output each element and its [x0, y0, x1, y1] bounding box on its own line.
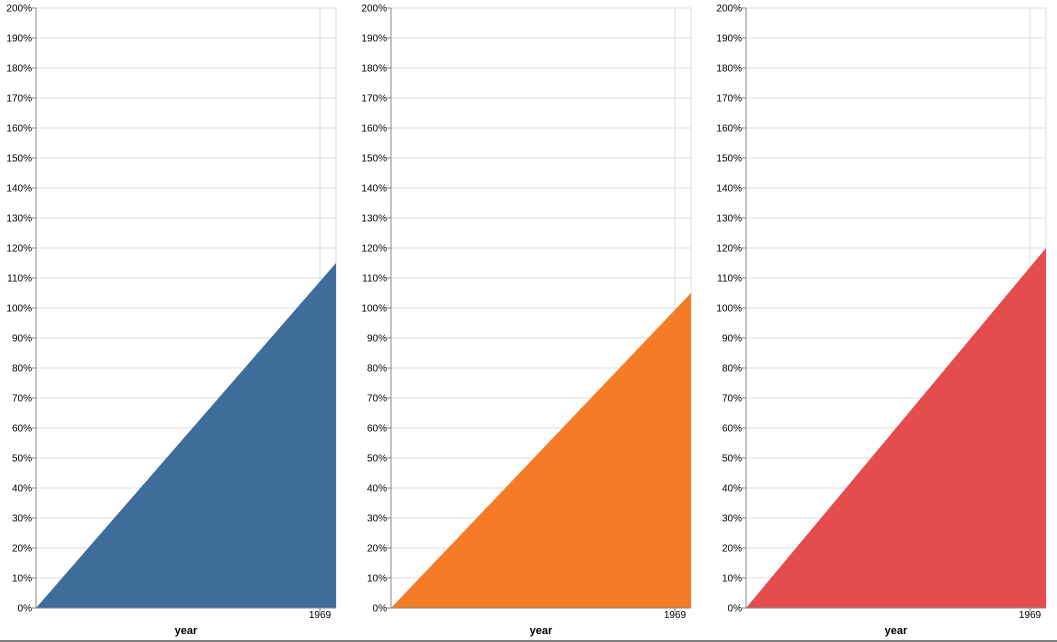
y-tick-label: 100%	[6, 304, 32, 315]
area-series-mark	[391, 293, 691, 608]
y-tick-label: 70%	[367, 394, 387, 405]
x-tick-label: 1969	[1019, 610, 1042, 621]
y-tick-label: 190%	[361, 34, 387, 45]
y-tick-label: 70%	[12, 394, 32, 405]
y-tick-label: 90%	[367, 334, 387, 345]
y-tick-label: 20%	[722, 544, 742, 555]
y-tick-label: 0%	[373, 604, 388, 615]
y-tick-label: 0%	[728, 604, 743, 615]
y-tick-label: 60%	[367, 424, 387, 435]
y-tick-label: 140%	[361, 184, 387, 195]
y-tick-label: 100%	[716, 304, 742, 315]
y-tick-label: 130%	[716, 214, 742, 225]
y-tick-label: 80%	[722, 364, 742, 375]
y-tick-label: 20%	[367, 544, 387, 555]
y-tick-label: 40%	[722, 484, 742, 495]
y-tick-label: 170%	[361, 94, 387, 105]
y-tick-label: 10%	[367, 574, 387, 585]
y-tick-label: 40%	[367, 484, 387, 495]
y-tick-label: 140%	[6, 184, 32, 195]
y-tick-label: 180%	[716, 64, 742, 75]
y-tick-label: 60%	[722, 424, 742, 435]
y-tick-label: 40%	[12, 484, 32, 495]
y-tick-label: 50%	[722, 454, 742, 465]
y-tick-label: 30%	[12, 514, 32, 525]
y-tick-label: 160%	[361, 124, 387, 135]
y-tick-label: 150%	[716, 154, 742, 165]
x-tick-label: 1969	[309, 610, 332, 621]
y-tick-label: 10%	[12, 574, 32, 585]
y-tick-label: 200%	[716, 4, 742, 15]
y-tick-label: 120%	[361, 244, 387, 255]
y-tick-label: 120%	[6, 244, 32, 255]
y-tick-label: 0%	[18, 604, 33, 615]
y-tick-label: 30%	[367, 514, 387, 525]
y-tick-label: 150%	[361, 154, 387, 165]
y-tick-label: 30%	[722, 514, 742, 525]
area-series-mark	[746, 248, 1046, 608]
y-tick-label: 50%	[12, 454, 32, 465]
y-tick-label: 130%	[6, 214, 32, 225]
x-axis-title: year	[530, 625, 553, 637]
y-tick-label: 180%	[6, 64, 32, 75]
y-tick-label: 50%	[367, 454, 387, 465]
y-tick-label: 90%	[722, 334, 742, 345]
y-tick-label: 110%	[362, 274, 387, 285]
y-tick-label: 120%	[716, 244, 742, 255]
y-tick-label: 80%	[12, 364, 32, 375]
area-series-mark	[36, 263, 336, 608]
y-tick-label: 20%	[12, 544, 32, 555]
x-axis-title: year	[885, 625, 908, 637]
x-axis-title: year	[175, 625, 198, 637]
y-tick-label: 170%	[716, 94, 742, 105]
y-tick-label: 160%	[716, 124, 742, 135]
y-tick-label: 180%	[361, 64, 387, 75]
x-tick-label: 1969	[664, 610, 687, 621]
y-tick-label: 140%	[716, 184, 742, 195]
y-tick-label: 190%	[6, 34, 32, 45]
y-tick-label: 170%	[6, 94, 32, 105]
y-tick-label: 110%	[717, 274, 742, 285]
y-tick-label: 100%	[361, 304, 387, 315]
y-tick-label: 60%	[12, 424, 32, 435]
y-tick-label: 160%	[6, 124, 32, 135]
y-tick-label: 150%	[6, 154, 32, 165]
y-tick-label: 200%	[6, 4, 32, 15]
y-tick-label: 110%	[7, 274, 32, 285]
y-tick-label: 130%	[361, 214, 387, 225]
y-tick-label: 10%	[722, 574, 742, 585]
y-tick-label: 80%	[367, 364, 387, 375]
y-tick-label: 190%	[716, 34, 742, 45]
y-tick-label: 200%	[361, 4, 387, 15]
y-tick-label: 90%	[12, 334, 32, 345]
y-tick-label: 70%	[722, 394, 742, 405]
